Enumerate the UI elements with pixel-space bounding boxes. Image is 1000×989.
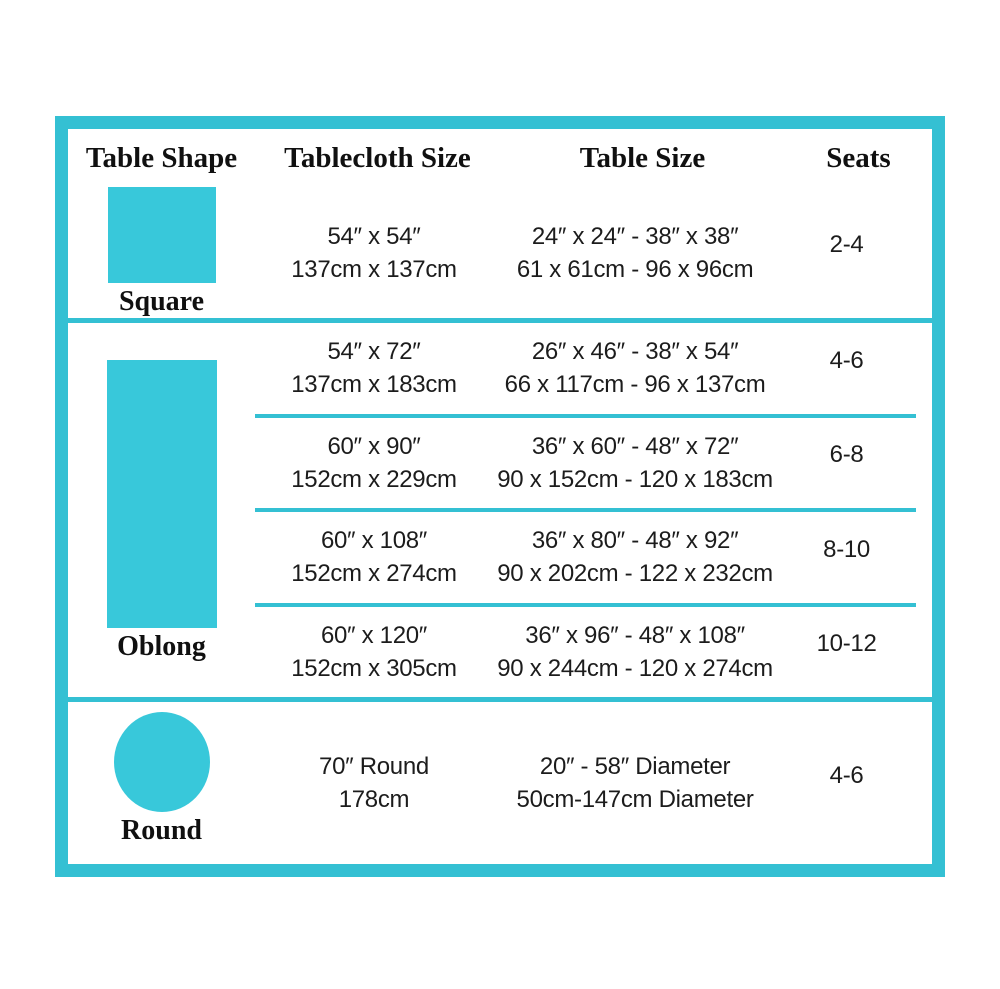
table-size-inches: 36″ x 80″ - 48″ x 92″ xyxy=(531,527,739,555)
tablecloth-size-cm: 137cm x 183cm xyxy=(291,371,457,399)
table-row: 70″ Round 178cm 20″ - 58″ Diameter 50cm-… xyxy=(255,702,916,864)
table-size-cell: 20″ - 58″ Diameter 50cm-147cm Diameter xyxy=(493,750,777,816)
table-row: 54″ x 54″ 137cm x 137cm 24″ x 24″ - 38″ … xyxy=(255,187,916,318)
table-size-cell: 26″ x 46″ - 38″ x 54″ 66 x 117cm - 96 x … xyxy=(493,335,777,401)
table-row: 60″ x 120″ 152cm x 305cm 36″ x 96″ - 48″… xyxy=(255,607,916,698)
tablecloth-size-cm: 178cm xyxy=(338,786,410,813)
round-shape-column: Round xyxy=(68,702,255,864)
table-row: 60″ x 108″ 152cm x 274cm 36″ x 80″ - 48″… xyxy=(255,512,916,607)
oblong-shape-column: Oblong xyxy=(68,323,255,697)
table-row: 60″ x 90″ 152cm x 229cm 36″ x 60″ - 48″ … xyxy=(255,418,916,512)
table-size-cell: 24″ x 24″ - 38″ x 38″ 61 x 61cm - 96 x 9… xyxy=(493,220,777,286)
header-tablecloth-size: Tablecloth Size xyxy=(284,141,471,174)
tablecloth-size-inches: 60″ x 108″ xyxy=(320,527,428,555)
round-data-area: 70″ Round 178cm 20″ - 58″ Diameter 50cm-… xyxy=(255,702,916,864)
round-shape-icon xyxy=(113,712,210,812)
round-shape-label: Round xyxy=(121,815,202,846)
tablecloth-size-cm: 152cm x 274cm xyxy=(291,560,457,588)
tablecloth-size-cell: 54″ x 72″ 137cm x 183cm xyxy=(255,335,493,401)
table-size-cell: 36″ x 96″ - 48″ x 108″ 90 x 244cm - 120 … xyxy=(493,619,777,685)
oblong-shape-icon xyxy=(106,360,217,628)
header-table-size: Table Size xyxy=(579,141,706,174)
tablecloth-size-inches: 54″ x 54″ xyxy=(327,222,421,250)
square-shape-column: Square xyxy=(68,187,255,318)
seats-cell: 8-10 xyxy=(823,535,870,563)
square-shape-label: Square xyxy=(118,286,205,317)
header-seats: Seats xyxy=(826,141,891,174)
tablecloth-size-inches: 54″ x 72″ xyxy=(327,338,421,366)
seats-cell: 6-8 xyxy=(829,441,864,469)
tablecloth-size-cm: 152cm x 305cm xyxy=(291,654,457,682)
seats-cell: 4-6 xyxy=(829,346,864,374)
table-size-cell: 36″ x 80″ - 48″ x 92″ 90 x 202cm - 122 x… xyxy=(493,524,777,590)
square-shape-icon xyxy=(107,187,216,283)
tablecloth-size-cell: 54″ x 54″ 137cm x 137cm xyxy=(255,220,493,286)
tablecloth-size-cm: 137cm x 137cm xyxy=(291,255,457,283)
table-size-cell: 36″ x 60″ - 48″ x 72″ 90 x 152cm - 120 x… xyxy=(493,430,777,496)
table-size-inches: 20″ - 58″ Diameter xyxy=(539,753,731,780)
tablecloth-size-cm: 152cm x 229cm xyxy=(291,465,457,493)
tablecloth-size-inches: 60″ x 120″ xyxy=(320,621,428,649)
table-size-cm: 90 x 202cm - 122 x 232cm xyxy=(497,560,773,588)
square-data-area: 54″ x 54″ 137cm x 137cm 24″ x 24″ - 38″ … xyxy=(255,187,916,318)
section-round: Round 70″ Round 178cm 20″ - 58″ Diameter… xyxy=(68,697,932,864)
table-size-inches: 36″ x 96″ - 48″ x 108″ xyxy=(525,621,745,649)
tablecloth-size-cell: 70″ Round 178cm xyxy=(255,750,493,816)
chart-header-row: Table Shape Tablecloth Size Table Size S… xyxy=(68,129,932,187)
tablecloth-size-inches: 60″ x 90″ xyxy=(327,432,421,460)
size-chart-frame: Table Shape Tablecloth Size Table Size S… xyxy=(55,116,945,877)
header-table-shape: Table Shape xyxy=(85,141,238,174)
oblong-data-area: 54″ x 72″ 137cm x 183cm 26″ x 46″ - 38″ … xyxy=(255,323,916,697)
seats-cell: 10-12 xyxy=(816,630,877,658)
tablecloth-size-inches: 70″ Round xyxy=(319,753,429,780)
tablecloth-size-cell: 60″ x 108″ 152cm x 274cm xyxy=(255,524,493,590)
seats-cell: 2-4 xyxy=(829,231,864,258)
table-size-cm: 50cm-147cm Diameter xyxy=(516,786,754,813)
table-size-inches: 24″ x 24″ - 38″ x 38″ xyxy=(531,222,739,250)
table-size-inches: 26″ x 46″ - 38″ x 54″ xyxy=(531,338,739,366)
table-size-cm: 90 x 244cm - 120 x 274cm xyxy=(497,654,773,682)
oblong-shape-label: Oblong xyxy=(117,631,206,662)
seats-cell: 4-6 xyxy=(829,761,864,789)
table-row: 54″ x 72″ 137cm x 183cm 26″ x 46″ - 38″ … xyxy=(255,323,916,418)
table-size-cm: 61 x 61cm - 96 x 96cm xyxy=(516,255,754,283)
section-oblong: Oblong 54″ x 72″ 137cm x 183cm 26″ x 46″… xyxy=(68,318,932,697)
tablecloth-size-cell: 60″ x 120″ 152cm x 305cm xyxy=(255,619,493,685)
section-square: Square 54″ x 54″ 137cm x 137cm 24″ x 24″… xyxy=(68,187,932,318)
table-size-inches: 36″ x 60″ - 48″ x 72″ xyxy=(531,432,739,460)
table-size-cm: 66 x 117cm - 96 x 137cm xyxy=(504,371,766,399)
tablecloth-size-cell: 60″ x 90″ 152cm x 229cm xyxy=(255,430,493,496)
table-size-cm: 90 x 152cm - 120 x 183cm xyxy=(497,465,773,493)
